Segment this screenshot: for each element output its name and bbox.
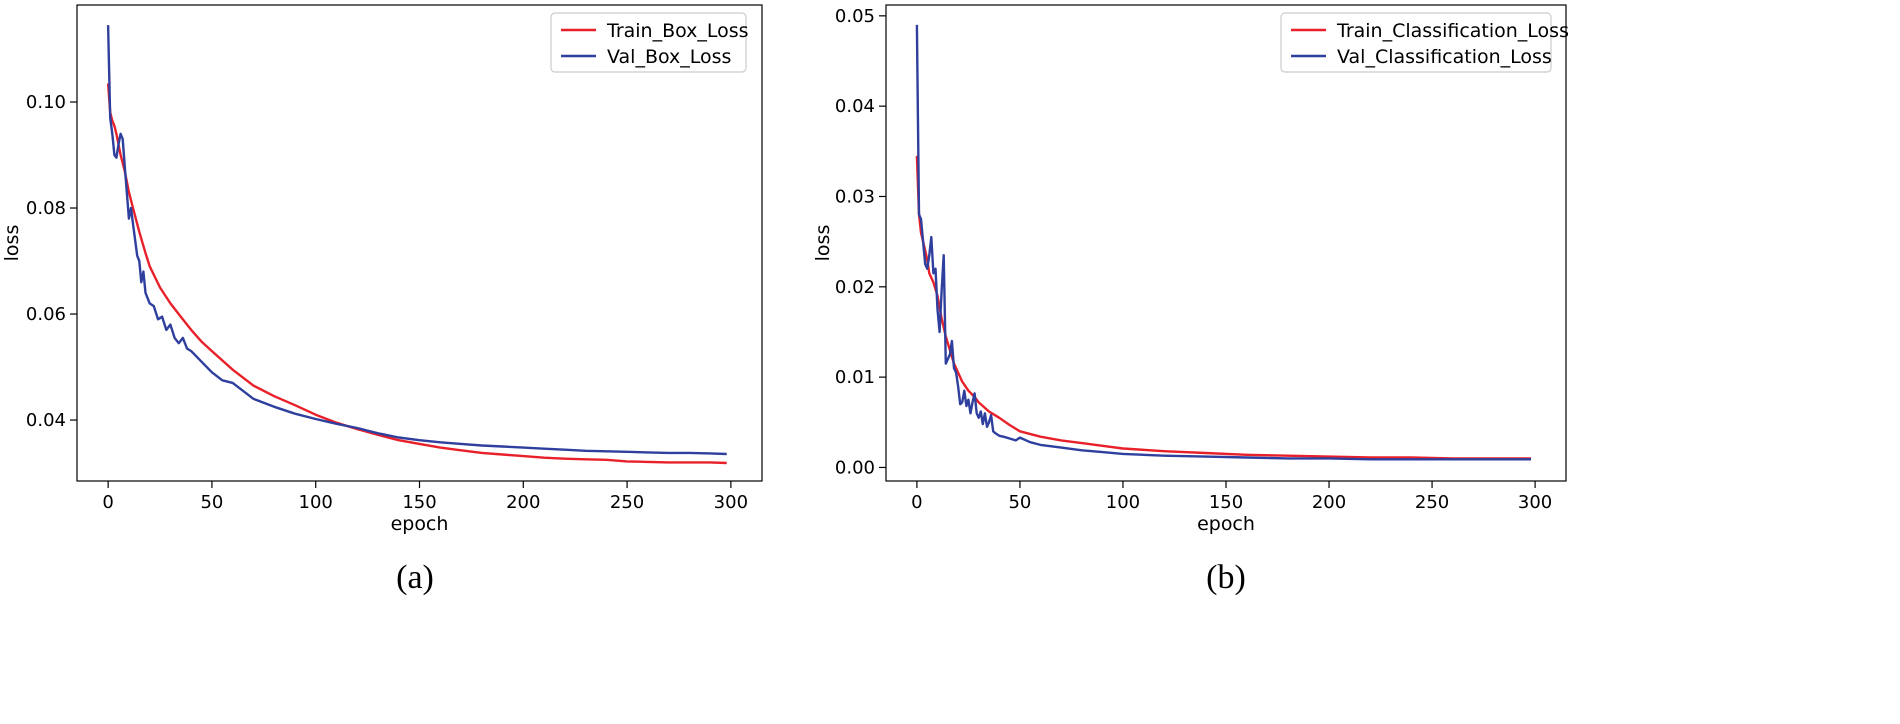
x-axis-label: epoch — [1197, 513, 1255, 535]
series-line-train-classification-loss — [915, 155, 1531, 460]
x-tick-label: 300 — [1518, 492, 1552, 513]
y-tick-label: 0.04 — [26, 410, 66, 431]
legend-label: Val_Classification_Loss — [1337, 46, 1552, 68]
x-tick-label: 200 — [1312, 492, 1346, 513]
x-tick-label: 0 — [911, 492, 922, 513]
y-tick-label: 0.08 — [26, 198, 66, 219]
panel-caption: (a) — [396, 559, 434, 596]
x-tick-label: 150 — [1209, 492, 1243, 513]
x-tick-label: 100 — [299, 492, 333, 513]
y-tick-label: 0.04 — [835, 96, 875, 117]
plot-frame — [76, 4, 763, 482]
y-tick-label: 0.01 — [835, 367, 875, 388]
legend-label: Val_Box_Loss — [607, 46, 731, 68]
x-tick-label: 150 — [402, 492, 436, 513]
x-tick-label: 50 — [1008, 492, 1031, 513]
x-tick-label: 250 — [610, 492, 644, 513]
y-tick-label: 0.02 — [835, 277, 875, 298]
x-axis-label: epoch — [391, 513, 449, 535]
y-tick-label: 0.10 — [26, 92, 66, 113]
legend-label: Train_Classification_Loss — [1336, 20, 1569, 42]
plot-frame — [885, 4, 1567, 482]
y-tick-label: 0.03 — [835, 186, 875, 207]
y-axis-label: loss — [1, 225, 23, 262]
y-tick-label: 0.06 — [26, 304, 66, 325]
x-tick-label: 300 — [714, 492, 748, 513]
legend-box — [550, 12, 747, 73]
legend-label: Train_Box_Loss — [606, 20, 749, 42]
y-tick-label: 0.05 — [835, 6, 875, 27]
x-tick-label: 250 — [1415, 492, 1449, 513]
x-tick-label: 100 — [1106, 492, 1140, 513]
chart-panel-b: 0 50 100 150 200 250 300 0.00 0.01 0.02 0.03 0.04 0.… — [812, 4, 1569, 596]
chart-panel-a: 0 50 100 150 200 250 300 0.04 0.06 0.08 0.10 epoch l… — [1, 4, 763, 596]
x-tick-label: 0 — [102, 492, 113, 513]
series-line-val-classification-loss — [915, 24, 1531, 461]
y-tick-label: 0.00 — [835, 457, 875, 478]
series-line-val-box-loss — [106, 25, 727, 456]
panel-caption: (b) — [1206, 559, 1246, 596]
x-tick-label: 50 — [200, 492, 223, 513]
legend-box — [1280, 12, 1552, 73]
y-axis-label: loss — [812, 225, 834, 262]
x-tick-label: 200 — [506, 492, 540, 513]
